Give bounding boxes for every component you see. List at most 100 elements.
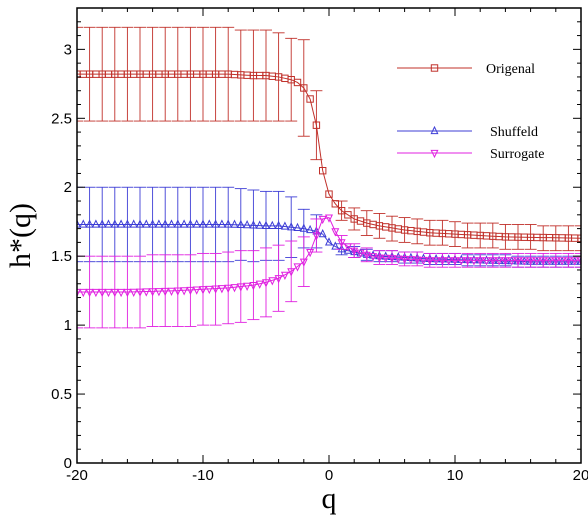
data-point xyxy=(400,255,409,265)
data-point xyxy=(255,280,264,289)
data-point xyxy=(325,237,333,246)
data-point xyxy=(123,288,132,298)
data-point xyxy=(312,121,321,129)
data-point xyxy=(570,257,579,266)
data-point xyxy=(331,241,340,250)
y-tick-label: 0 xyxy=(64,455,72,472)
data-point xyxy=(293,263,302,272)
data-point xyxy=(325,190,333,198)
data-point xyxy=(287,222,296,231)
data-point xyxy=(413,256,422,265)
data-point xyxy=(444,254,453,263)
data-point xyxy=(312,232,321,241)
data-point xyxy=(394,255,403,264)
data-point xyxy=(432,253,441,263)
data-point xyxy=(91,288,100,298)
data-point xyxy=(318,215,327,225)
legend-label: Shuffeld xyxy=(490,125,538,140)
data-point xyxy=(469,254,478,264)
data-point xyxy=(318,228,327,238)
legend-label: Origenal xyxy=(486,62,535,77)
data-point xyxy=(192,219,201,228)
series-line xyxy=(77,73,581,239)
data-point xyxy=(129,219,138,228)
legend-marker xyxy=(430,125,439,135)
y-axis-title: h*(q) xyxy=(4,203,37,268)
data-point xyxy=(199,219,207,228)
data-point xyxy=(161,287,170,297)
data-point xyxy=(532,257,541,266)
data-point xyxy=(85,219,94,228)
data-point xyxy=(381,254,390,264)
x-tick-label: -20 xyxy=(66,467,88,484)
data-point xyxy=(438,257,447,266)
data-point xyxy=(224,219,233,228)
data-point xyxy=(268,277,277,286)
data-point xyxy=(343,245,352,254)
data-point xyxy=(211,219,220,228)
data-point xyxy=(249,282,258,291)
data-point xyxy=(217,285,226,294)
data-point xyxy=(167,219,176,228)
data-point xyxy=(507,257,516,266)
series-layer xyxy=(77,26,581,329)
legend-item-shuffeld: Shuffeld xyxy=(397,125,538,140)
data-point xyxy=(394,252,403,261)
y-tick-label: 1.5 xyxy=(51,248,72,265)
data-point xyxy=(381,251,390,260)
data-point xyxy=(356,249,365,258)
data-point xyxy=(148,219,157,228)
data-point xyxy=(432,257,441,266)
ticks-layer: -20 -10 0 10 20 0 0.5 1 1.5 2 2.5 3 xyxy=(51,8,588,484)
data-point xyxy=(293,78,302,87)
data-point xyxy=(482,255,491,264)
data-point xyxy=(77,288,81,298)
data-point xyxy=(406,252,415,262)
data-point xyxy=(406,256,415,265)
data-point xyxy=(337,239,346,248)
data-point xyxy=(469,257,478,266)
data-point xyxy=(136,219,144,228)
data-point xyxy=(280,271,289,280)
data-point xyxy=(520,257,529,266)
data-point xyxy=(331,228,340,237)
data-point xyxy=(319,166,327,175)
legend: Origenal Shuffeld Surrogate xyxy=(397,62,544,162)
data-point xyxy=(558,257,567,266)
data-point xyxy=(110,288,119,298)
data-point xyxy=(495,257,504,266)
data-point xyxy=(243,220,252,229)
data-point xyxy=(337,206,346,215)
data-point xyxy=(199,286,207,295)
x-tick-label: 0 xyxy=(325,467,333,484)
data-point xyxy=(173,287,182,296)
data-point xyxy=(148,288,157,297)
data-point xyxy=(98,288,107,298)
data-point xyxy=(444,257,453,266)
data-point xyxy=(167,287,176,296)
data-point xyxy=(224,284,233,294)
data-point xyxy=(173,219,182,228)
data-point xyxy=(306,95,314,103)
x-tick-label: 10 xyxy=(447,467,464,484)
data-point xyxy=(457,257,466,266)
data-point xyxy=(274,220,283,229)
data-point xyxy=(539,257,548,266)
data-point xyxy=(180,219,189,228)
data-point xyxy=(142,219,151,228)
data-point xyxy=(369,250,378,259)
data-point xyxy=(79,219,88,228)
data-point xyxy=(249,220,258,229)
data-point xyxy=(129,288,138,298)
data-point xyxy=(236,283,245,292)
y-tick-label: 2 xyxy=(64,179,72,196)
data-point xyxy=(280,221,289,230)
y-tick-label: 1 xyxy=(64,317,72,334)
data-point xyxy=(362,251,371,260)
data-point xyxy=(551,257,560,266)
data-point xyxy=(217,219,226,228)
data-point xyxy=(104,219,113,228)
data-point xyxy=(104,288,113,298)
data-point xyxy=(306,224,315,234)
